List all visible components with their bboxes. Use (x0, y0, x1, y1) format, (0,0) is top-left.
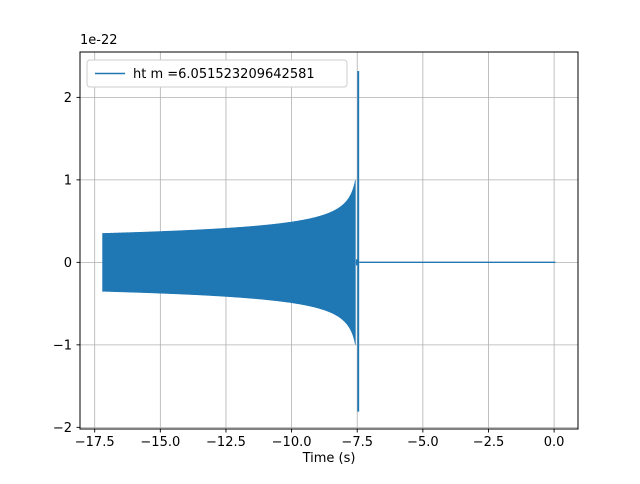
y-tick-label: −1 (53, 338, 72, 353)
x-tick-label: −7.5 (341, 435, 373, 450)
y-offset-text: 1e-22 (80, 33, 118, 48)
y-tick-label: −2 (53, 421, 72, 436)
x-tick-label: −2.5 (473, 435, 505, 450)
axes-spine (79, 51, 579, 430)
x-tick-label: −10.0 (272, 435, 312, 450)
y-tick-label: 0 (64, 256, 72, 271)
x-tick-label: 0.0 (544, 435, 565, 450)
x-tick-label: −15.0 (140, 435, 180, 450)
x-tick-label: −5.0 (407, 435, 439, 450)
waveform-envelope (102, 180, 356, 345)
x-axis-label: Time (s) (302, 451, 356, 466)
x-tick-label: −12.5 (206, 435, 246, 450)
legend-label: ht m =6.051523209642581 (133, 67, 315, 82)
legend-box (86, 59, 348, 88)
y-tick-label: 2 (64, 91, 72, 106)
x-tick-label: −17.5 (75, 435, 115, 450)
y-tick-label: 1 (64, 173, 72, 188)
